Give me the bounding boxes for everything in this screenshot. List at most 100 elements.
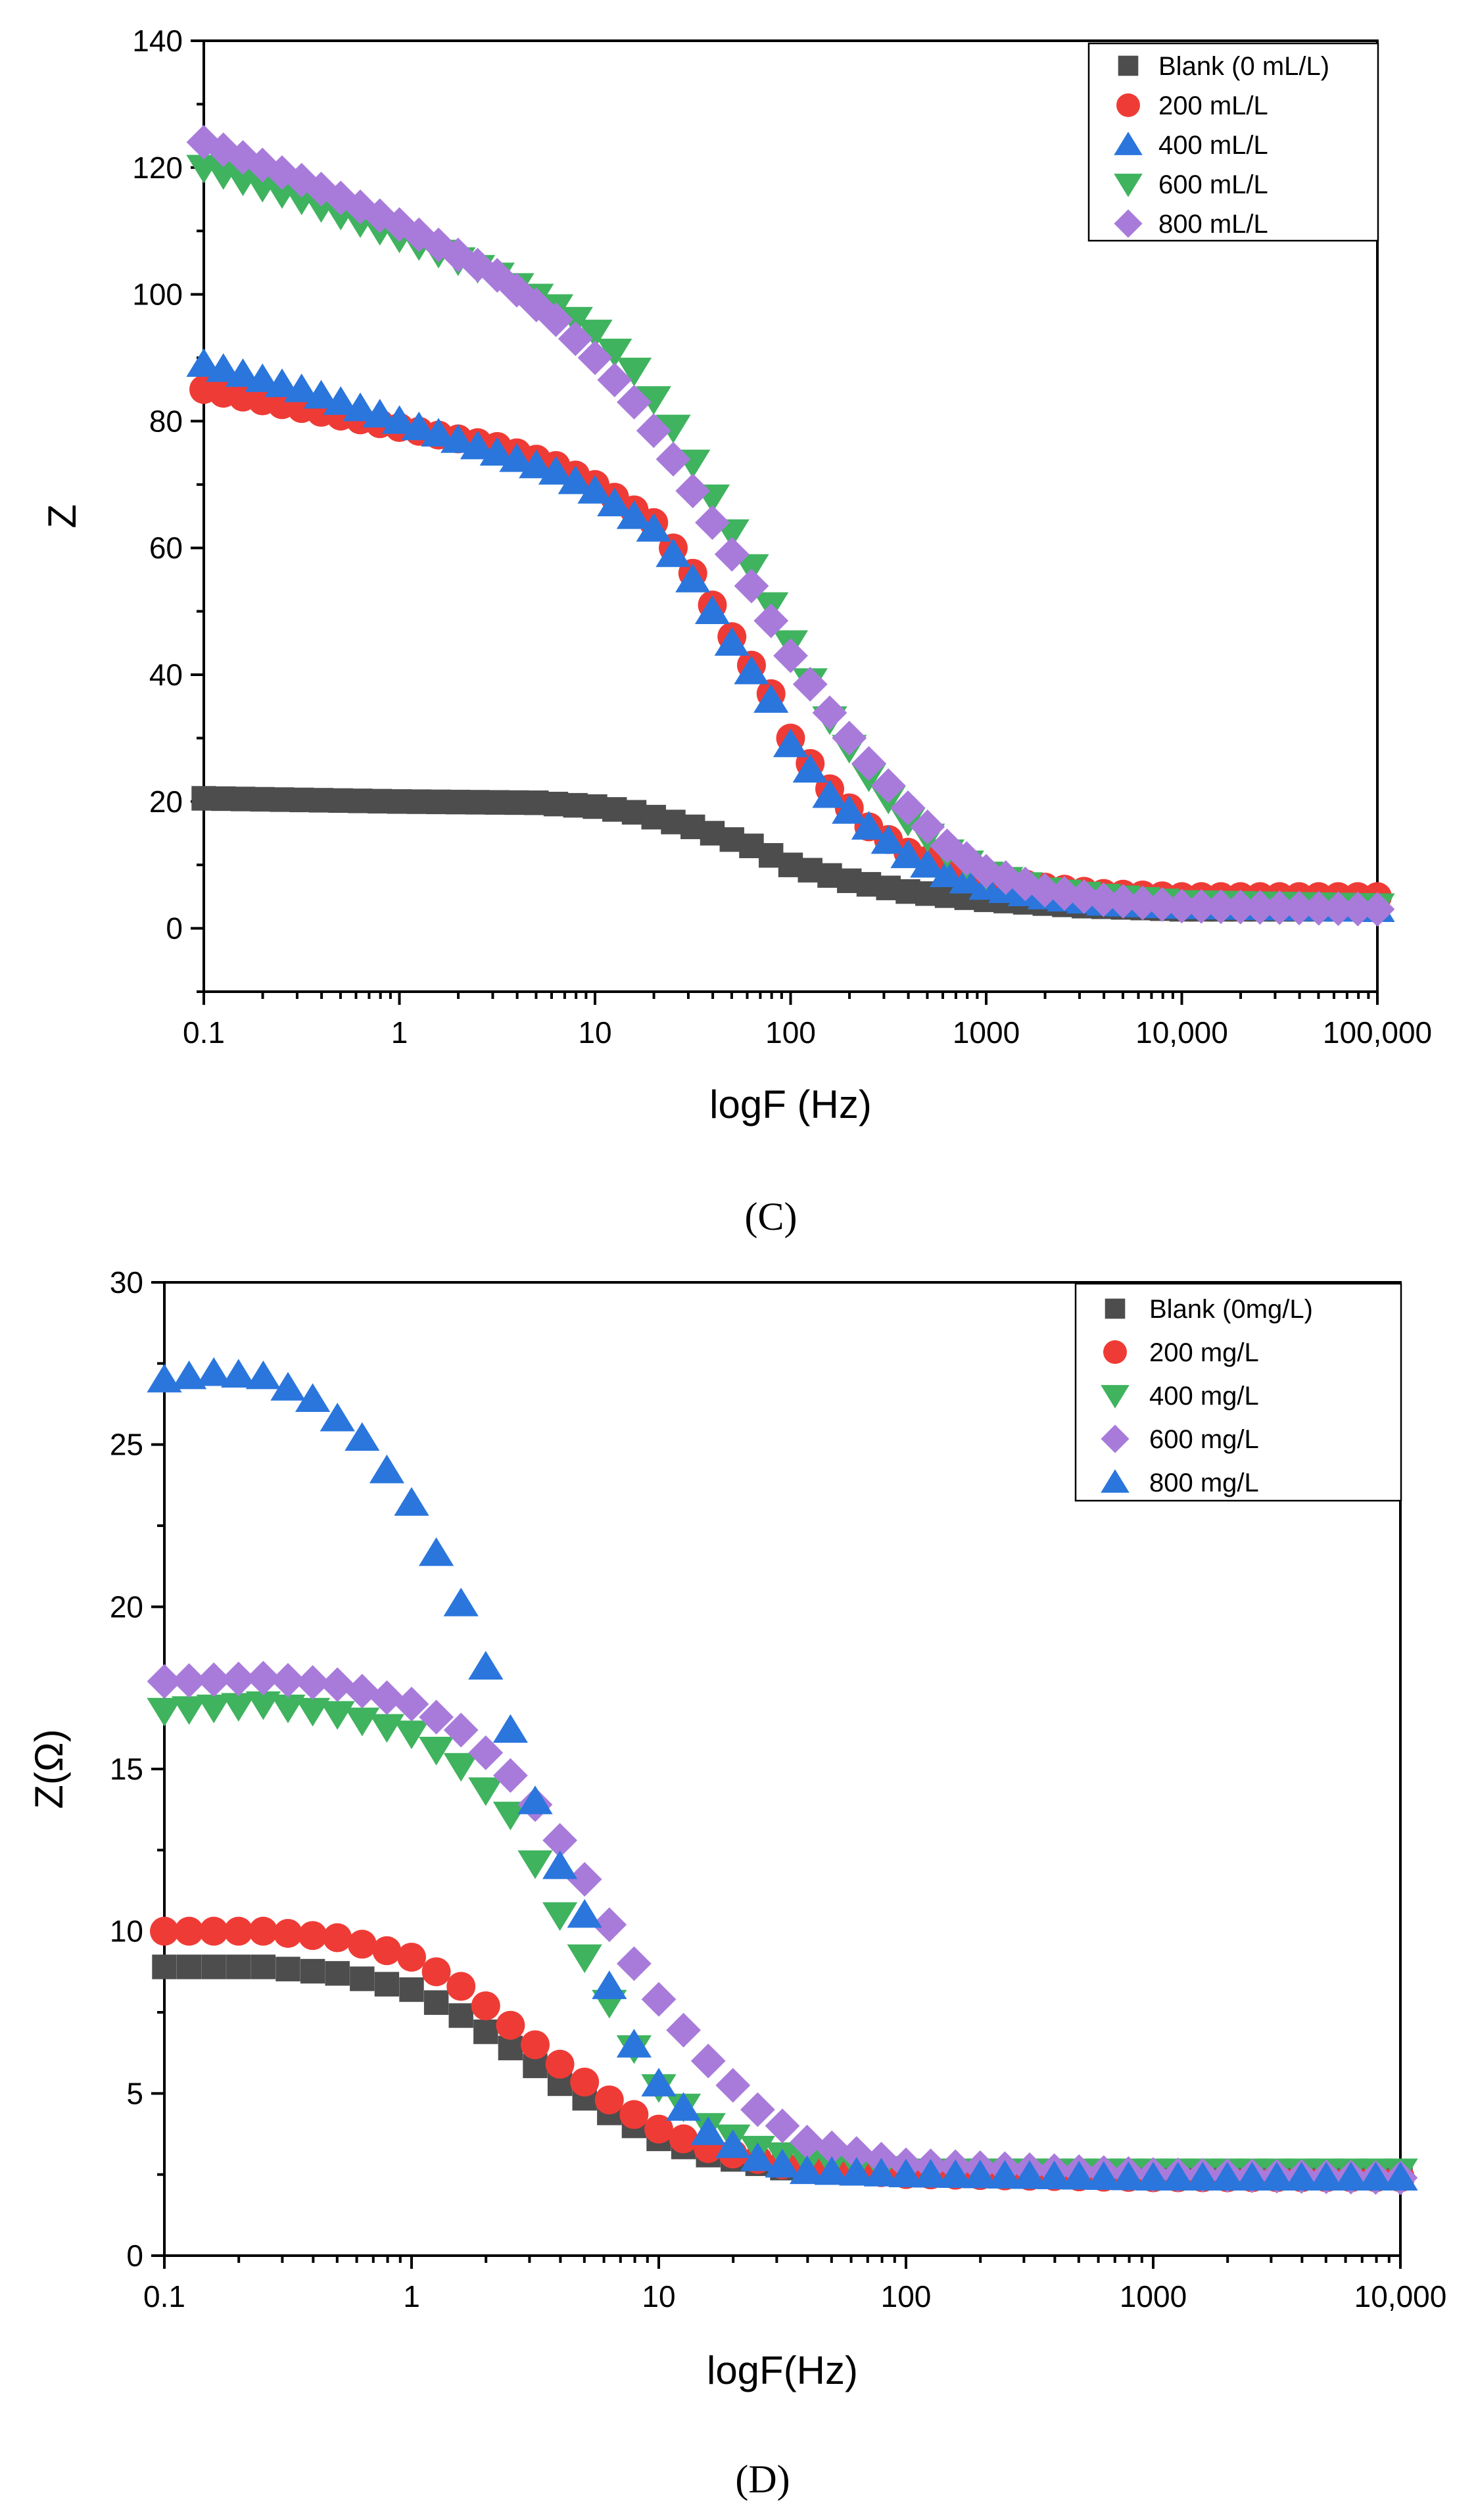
data-point [1145, 887, 1180, 922]
y-tick-label: 40 [149, 658, 183, 692]
data-point [870, 825, 906, 854]
data-point [382, 207, 417, 242]
data-point [245, 1691, 281, 1720]
y-tick-label: 0 [166, 911, 183, 946]
data-point [1281, 890, 1317, 926]
x-tick-label: 0.1 [183, 1015, 225, 1050]
data-point [249, 1916, 278, 1946]
data-point [597, 339, 632, 368]
data-point [616, 357, 652, 387]
data-point [929, 858, 965, 888]
data-point [147, 1363, 182, 1393]
data-point [792, 667, 828, 702]
data-point [567, 1862, 602, 1897]
data-point [669, 2124, 698, 2154]
y-tick-label: 30 [110, 1265, 143, 1299]
data-point [221, 1661, 256, 1697]
data-point [1160, 2162, 1196, 2191]
data-point [740, 2142, 776, 2171]
data-point [1164, 888, 1199, 924]
data-point [225, 358, 261, 387]
y-tick-label: 100 [132, 278, 183, 312]
legend: Blank (0 mL/L) 200 mL/L 400 mL/L 600 mL/L 80… [1087, 42, 1379, 242]
data-point [275, 1956, 300, 1981]
x-tick-label: 1000 [1120, 2279, 1187, 2314]
data-point [597, 487, 632, 517]
data-point [250, 1954, 276, 1979]
data-point [284, 162, 320, 198]
data-point [789, 2155, 825, 2185]
legend-entry: 400 mg/L [1149, 1382, 1259, 1411]
data-point [176, 1954, 202, 1979]
data-point [715, 2068, 751, 2103]
data-point [558, 465, 593, 495]
data-point [740, 2092, 775, 2127]
data-point [345, 1674, 380, 1708]
data-point [851, 746, 886, 781]
data-point [492, 1801, 529, 1831]
data-point [592, 1907, 627, 1943]
data-point [374, 1972, 400, 1997]
data-point [245, 363, 280, 393]
data-point [832, 795, 867, 824]
y-tick-label: 20 [110, 1589, 143, 1624]
data-point [1210, 2162, 1245, 2191]
data-point [987, 2160, 1023, 2189]
y-axis-title: Z [40, 504, 84, 529]
data-point [655, 414, 691, 444]
data-point [1308, 2162, 1344, 2191]
data-point [542, 1902, 578, 1931]
legend-symbol [1114, 132, 1143, 155]
data-point [636, 386, 671, 415]
legend-entry: 200 mg/L [1149, 1338, 1259, 1367]
legend-symbol [1116, 93, 1140, 117]
x-tick-label: 1 [403, 2279, 420, 2314]
data-point [1358, 2162, 1394, 2191]
data-point [347, 1929, 377, 1959]
data-point [171, 1696, 207, 1725]
data-point [323, 1923, 352, 1952]
data-point [765, 2148, 800, 2178]
data-point [577, 340, 613, 376]
data-point [538, 456, 574, 485]
data-point [471, 1991, 500, 2021]
data-point [421, 418, 456, 447]
data-point [492, 1714, 529, 1743]
data-point [362, 399, 398, 428]
legend-entry: Blank (0mg/L) [1149, 1295, 1313, 1324]
data-point [473, 2019, 498, 2045]
data-point [839, 2157, 874, 2186]
data-point [636, 413, 671, 448]
data-point [665, 2092, 702, 2121]
data-point [284, 374, 320, 402]
data-point [913, 2158, 949, 2188]
data-point [1223, 889, 1258, 925]
data-point [226, 139, 260, 175]
data-point [910, 849, 945, 878]
data-point [150, 1916, 179, 1946]
data-point [369, 1454, 405, 1484]
data-point [617, 385, 652, 420]
y-tick-label: 15 [110, 1752, 143, 1786]
data-point [870, 768, 906, 804]
x-tick-label: 0.1 [143, 2279, 185, 2314]
data-point [186, 348, 222, 377]
data-point [274, 1918, 302, 1948]
data-point [753, 684, 789, 713]
data-point [226, 1954, 251, 1979]
legend-symbol [1101, 1469, 1130, 1493]
data-point [468, 1777, 504, 1806]
data-point [690, 2116, 726, 2145]
data-point [641, 1981, 677, 2017]
data-point [558, 321, 593, 356]
chart-panel-c: 0.1 1 10 100 1000 10,000 100,000 0 20 40 60 80 100 12… [40, 24, 1432, 1238]
data-point [479, 437, 515, 466]
x-tick-label: 10 [578, 1015, 611, 1050]
data-point [617, 1946, 652, 1981]
data-point [1203, 889, 1239, 925]
data-point [1383, 2162, 1418, 2191]
data-point [521, 2030, 550, 2060]
data-point [401, 217, 437, 253]
data-point [1086, 2161, 1122, 2190]
data-point [206, 353, 241, 382]
